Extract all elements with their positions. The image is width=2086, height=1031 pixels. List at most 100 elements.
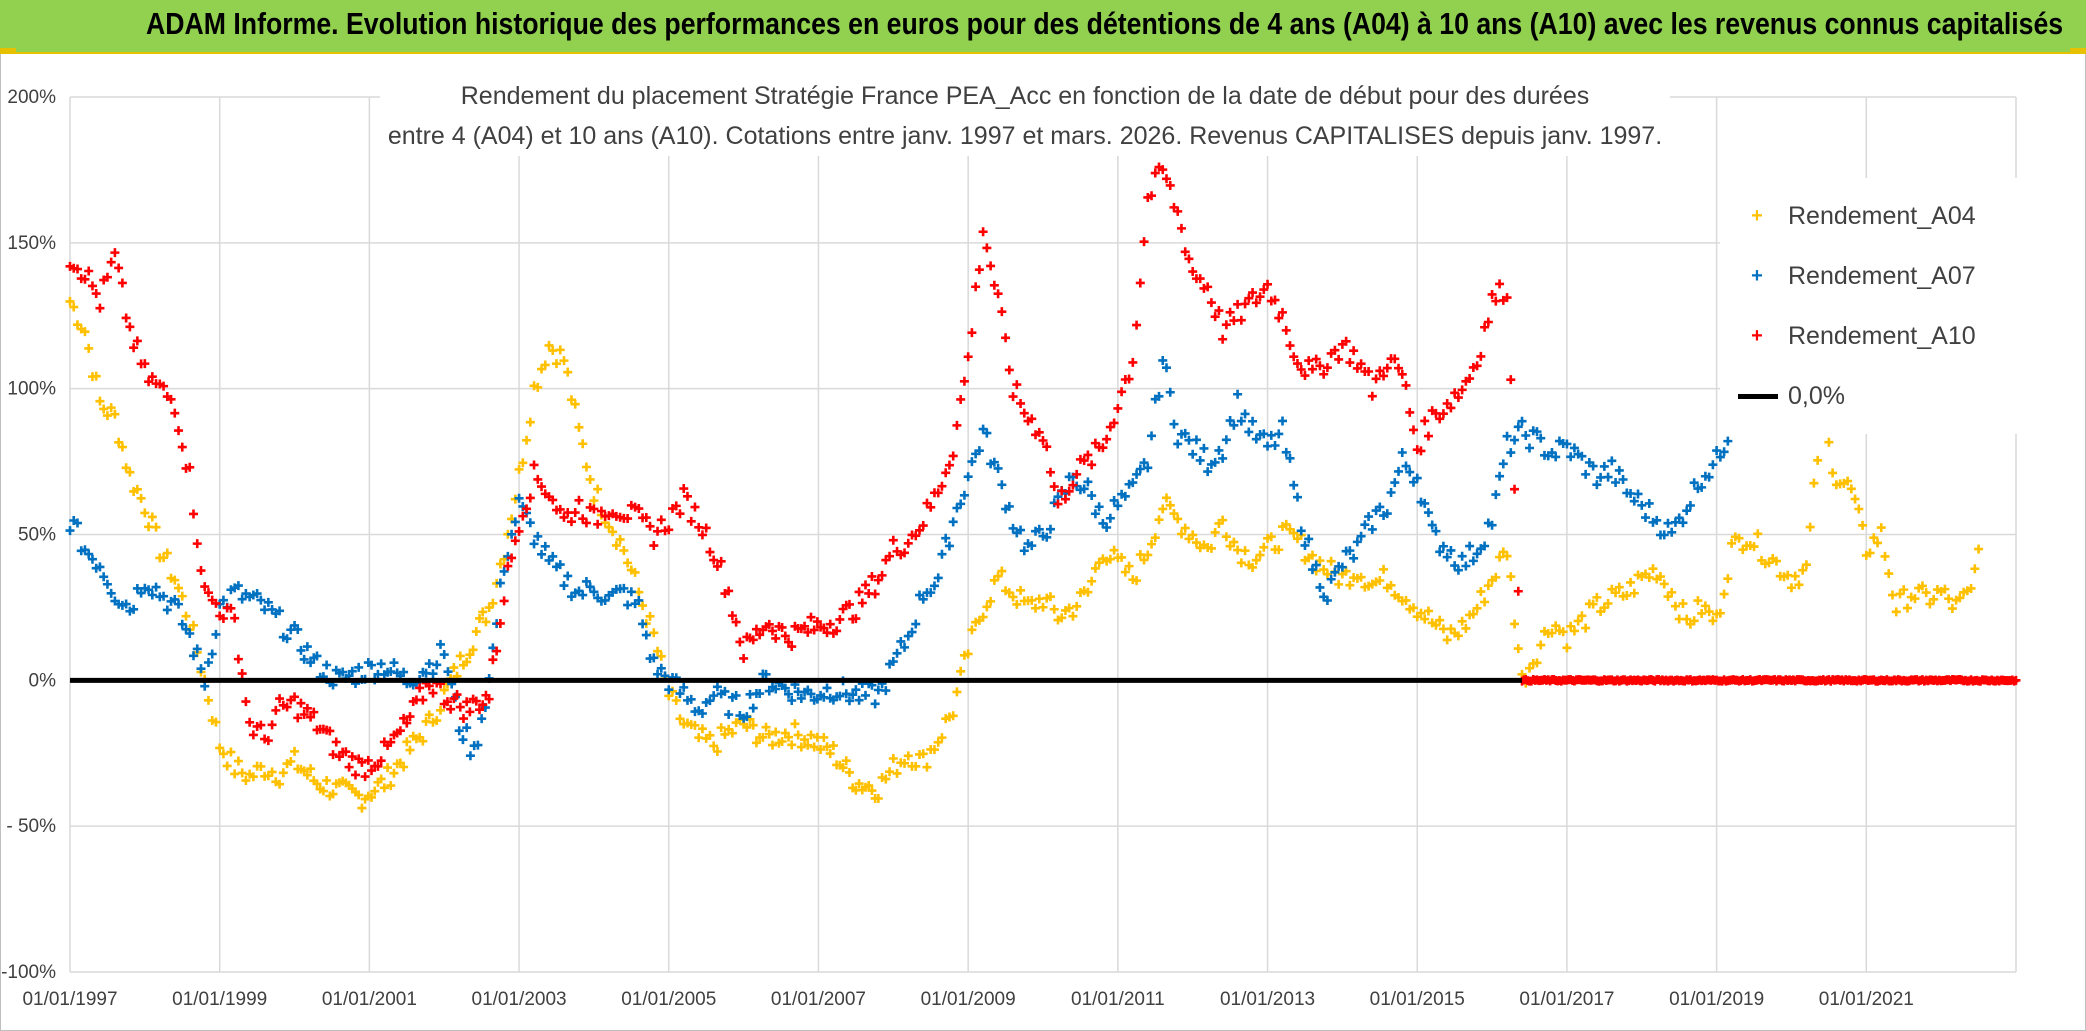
point-a07 <box>1132 469 1142 479</box>
point-a04 <box>1165 500 1175 510</box>
legend-label-zero: 0,0% <box>1788 381 1845 410</box>
point-a10 <box>777 622 787 632</box>
point-a04 <box>585 474 595 484</box>
point-a10 <box>1255 292 1265 302</box>
point-a07 <box>1644 498 1654 508</box>
point-a07 <box>926 588 936 598</box>
point-a10 <box>1102 434 1112 444</box>
point-a10 <box>1502 293 1512 303</box>
point-a04 <box>982 602 992 612</box>
point-a04 <box>354 790 364 800</box>
point-a07 <box>1203 467 1213 477</box>
point-a10 <box>518 511 528 521</box>
point-a10 <box>1087 460 1097 470</box>
point-a07 <box>1307 565 1317 575</box>
point-a10 <box>641 513 651 523</box>
point-a07 <box>1364 512 1374 522</box>
point-a07 <box>1143 463 1153 473</box>
point-a10 <box>712 561 722 571</box>
point-a07 <box>1087 491 1097 501</box>
point-a04 <box>555 345 565 355</box>
legend-label-a10: Rendement_A10 <box>1788 321 1976 350</box>
point-a07 <box>1169 419 1179 429</box>
point-a04 <box>136 493 146 503</box>
point-a07 <box>1495 471 1505 481</box>
point-a04 <box>892 768 902 778</box>
point-a10 <box>566 517 576 527</box>
point-a07 <box>102 579 112 589</box>
point-a10 <box>731 617 741 627</box>
point-a07 <box>1382 509 1392 519</box>
point-a04 <box>1274 545 1284 555</box>
point-a10 <box>306 712 316 722</box>
point-a04 <box>1801 560 1811 570</box>
point-a04 <box>439 685 449 695</box>
point-a10 <box>911 531 921 541</box>
point-a04 <box>1176 529 1186 539</box>
point-a10 <box>705 547 715 557</box>
x-tick-label: 01/01/2013 <box>1220 989 1315 1010</box>
point-a10 <box>415 683 425 693</box>
point-a07 <box>563 571 573 581</box>
point-a10 <box>503 561 513 571</box>
point-a04 <box>405 745 415 755</box>
point-a10 <box>1453 393 1463 403</box>
point-a04 <box>1869 533 1879 543</box>
point-a07 <box>1128 478 1138 488</box>
point-a10 <box>870 589 880 599</box>
point-a04 <box>1947 604 1957 614</box>
point-a04 <box>948 711 958 721</box>
point-a10 <box>877 570 887 580</box>
point-a10 <box>140 359 150 369</box>
point-a10 <box>1083 450 1093 460</box>
point-a07 <box>1566 452 1576 462</box>
point-a10 <box>1483 317 1493 327</box>
point-a04 <box>1771 556 1781 566</box>
point-a07 <box>237 594 247 604</box>
point-a04 <box>84 343 94 353</box>
point-a10 <box>1506 375 1516 385</box>
point-a04 <box>1345 580 1355 590</box>
point-a04 <box>1147 539 1157 549</box>
point-a04 <box>653 646 663 656</box>
point-a04 <box>1027 595 1037 605</box>
point-a10 <box>581 518 591 528</box>
point-a04 <box>1846 484 1856 494</box>
point-a07 <box>1139 458 1149 468</box>
point-a10 <box>363 755 373 765</box>
point-a10 <box>682 491 692 501</box>
point-a04 <box>793 730 803 740</box>
point-a10 <box>106 257 116 267</box>
point-a04 <box>1809 478 1819 488</box>
point-a07 <box>1678 518 1688 528</box>
point-a04 <box>903 751 913 761</box>
point-a04 <box>867 786 877 796</box>
banner-corner-left <box>0 48 16 54</box>
point-a04 <box>841 756 851 766</box>
point-a10 <box>271 705 281 715</box>
point-a04 <box>1704 607 1714 617</box>
point-a04 <box>1562 643 1572 653</box>
point-a04 <box>777 736 787 746</box>
point-a10 <box>241 697 251 707</box>
point-a10 <box>1472 361 1482 371</box>
point-a07 <box>1109 495 1119 505</box>
point-a07 <box>1352 537 1362 547</box>
point-a04 <box>278 768 288 778</box>
point-a10 <box>1315 361 1325 371</box>
point-a10 <box>1405 407 1415 417</box>
point-a04 <box>478 607 488 617</box>
point-a04 <box>933 737 943 747</box>
point-a10 <box>844 599 854 609</box>
point-a10 <box>1176 223 1186 233</box>
point-a07 <box>634 595 644 605</box>
point-a04 <box>1525 663 1534 673</box>
point-a07 <box>306 658 316 668</box>
point-a07 <box>1083 477 1093 487</box>
point-a04 <box>1480 597 1490 607</box>
point-a04 <box>525 417 535 427</box>
point-a10 <box>656 515 666 525</box>
point-a04 <box>1435 615 1445 625</box>
point-a10 <box>529 460 539 470</box>
